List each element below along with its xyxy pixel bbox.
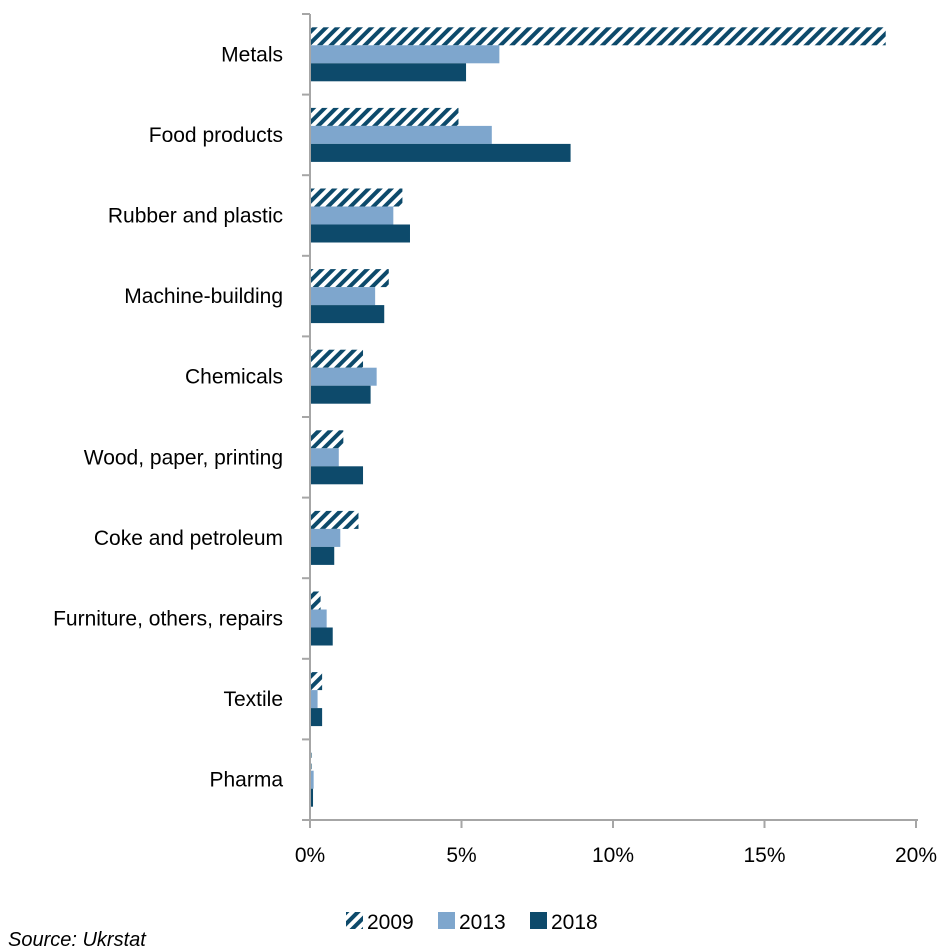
bar-2013	[311, 125, 492, 144]
legend-swatch-2009	[346, 912, 363, 929]
bar-2013	[311, 287, 376, 306]
bar-2013	[311, 45, 500, 64]
bar-2009	[311, 349, 364, 368]
bar-2018	[311, 63, 467, 82]
bar-2009	[311, 510, 359, 529]
category-label: Pharma	[209, 769, 283, 792]
category-label: Furniture, others, repairs	[53, 608, 283, 631]
bar-2009	[311, 107, 459, 126]
category-label: Coke and petroleum	[94, 527, 283, 550]
category-label: Textile	[223, 688, 283, 711]
legend-label-2013: 2013	[459, 911, 506, 934]
x-tick-label: 0%	[295, 844, 325, 867]
bar-2013	[311, 206, 394, 225]
source-note: Source: Ukrstat	[8, 929, 146, 951]
x-tick-label: 10%	[592, 844, 634, 867]
bar-2018	[311, 546, 335, 565]
bar-2009	[311, 672, 323, 691]
bar-2018	[311, 708, 323, 727]
bar-2013	[311, 448, 339, 467]
x-tick-label: 5%	[446, 844, 476, 867]
bar-2009	[311, 591, 321, 610]
legend: 2009 2013 2018	[346, 911, 598, 934]
labels: 0% 5% 10% 15% 20% Metals Food products Rubber a…	[53, 43, 937, 867]
axes	[302, 13, 918, 828]
bar-2009	[311, 430, 344, 449]
category-label: Food products	[149, 124, 283, 147]
category-label: Wood, paper, printing	[84, 446, 283, 469]
bar-2009	[311, 752, 312, 771]
bar-2013	[311, 528, 341, 547]
bar-2018	[311, 788, 314, 807]
category-label: Metals	[221, 43, 283, 66]
x-tick-label: 20%	[895, 844, 937, 867]
category-label: Machine-building	[124, 285, 283, 308]
bar-2009	[311, 188, 403, 207]
bar-2013	[311, 367, 377, 386]
bar-2018	[311, 224, 410, 243]
category-label: Chemicals	[185, 366, 283, 389]
bar-2013	[311, 770, 314, 789]
bar-2018	[311, 627, 333, 646]
legend-swatch-2013	[438, 912, 455, 929]
legend-label-2018: 2018	[551, 911, 598, 934]
legend-label-2009: 2009	[367, 911, 414, 934]
bar-2009	[311, 27, 886, 46]
bar-2013	[311, 690, 318, 709]
category-label: Rubber and plastic	[108, 205, 283, 228]
bars	[311, 27, 886, 807]
bar-2018	[311, 385, 371, 404]
x-tick-label: 15%	[743, 844, 785, 867]
bar-2013	[311, 609, 327, 628]
bar-2018	[311, 143, 571, 162]
legend-swatch-2018	[530, 912, 547, 929]
bar-2018	[311, 466, 364, 485]
bar-2018	[311, 305, 385, 324]
bar-2009	[311, 269, 389, 288]
